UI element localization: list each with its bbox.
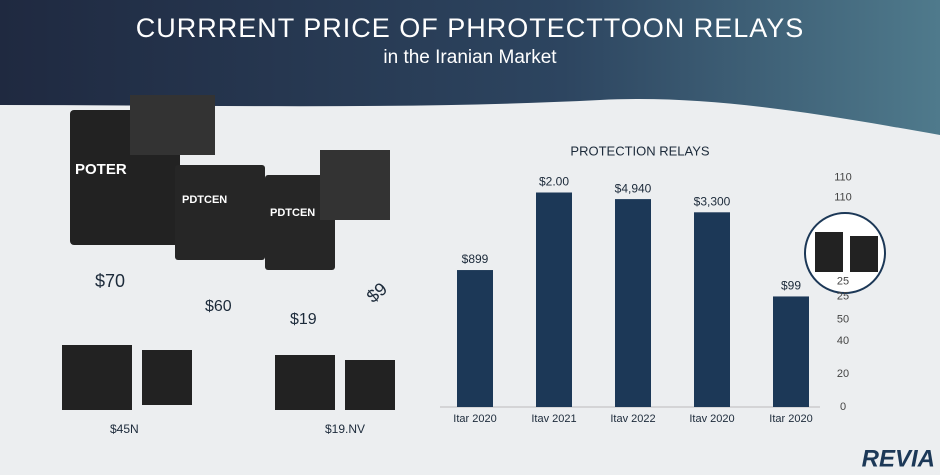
y-tick-label: 20 (837, 368, 849, 380)
relay-images (62, 95, 886, 410)
y-tick-label: 40 (837, 335, 849, 347)
y-tick-label: 25 (837, 290, 849, 302)
y-tick-label: 110 (834, 191, 852, 203)
relay (275, 355, 335, 410)
y-tick-label: 50 (837, 313, 849, 325)
bar (615, 199, 651, 407)
bar-label: $2.00 (539, 175, 569, 189)
bar-label: $4,940 (615, 181, 652, 195)
relay-label: PDTCEN (270, 207, 315, 219)
relay (320, 150, 390, 220)
relay-label: POTER (75, 161, 127, 178)
y-tick-label: 0 (840, 401, 846, 413)
relay (175, 165, 265, 260)
price: $19 (290, 311, 317, 328)
logo: REVIA (862, 445, 935, 470)
bar (536, 192, 572, 407)
subtitle: in the Iranian Market (383, 47, 557, 68)
chart: 0 20 40 50 25 25 110 110 $899 Itar 2020 $2.00 Itav … (453, 172, 851, 425)
price: $45N (110, 422, 139, 436)
relay (130, 95, 215, 155)
bar (457, 270, 493, 407)
title: CURRRENT PRICE OF PHROTECTTOON RELAYS (136, 13, 805, 43)
relay (142, 350, 192, 405)
y-tick-label: 25 (837, 276, 849, 288)
price: $19.NV (325, 422, 365, 436)
relay (265, 175, 335, 270)
relay (850, 236, 878, 272)
x-tick-label: Itar 2020 (453, 413, 496, 425)
bar (694, 212, 730, 407)
price: $60 (205, 298, 232, 315)
header-band (0, 0, 940, 135)
relay-label: PDTCEN (182, 194, 227, 206)
x-tick-label: Itav 2021 (531, 413, 576, 425)
x-tick-label: Itar 2020 (769, 413, 812, 425)
relay (345, 360, 395, 410)
bar-label: $99 (781, 279, 801, 293)
x-tick-label: Itav 2022 (610, 413, 655, 425)
relay (815, 232, 843, 272)
price: $9 (363, 279, 391, 307)
price: $70 (95, 271, 125, 291)
chart-title: PROTECTION RELAYS (570, 143, 710, 158)
y-tick-label: 110 (834, 172, 852, 184)
bar (773, 296, 809, 407)
bar-label: $899 (462, 252, 489, 266)
bar-label: $3,300 (694, 194, 731, 208)
relay (62, 345, 132, 410)
x-tick-label: Itav 2020 (689, 413, 734, 425)
